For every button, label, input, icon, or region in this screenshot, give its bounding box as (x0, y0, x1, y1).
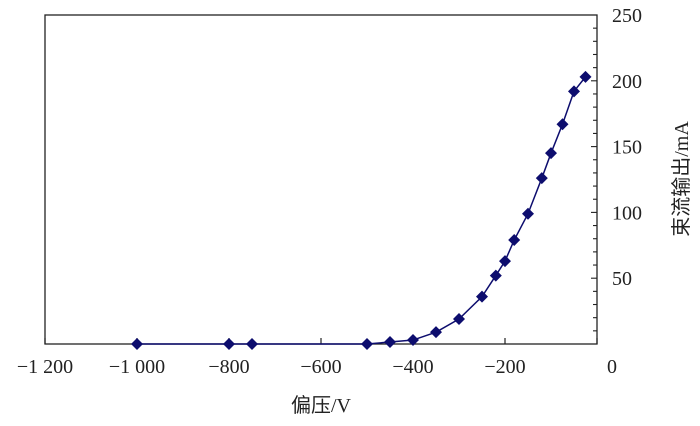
data-point (522, 207, 534, 220)
data-point (508, 234, 521, 247)
y-tick-label: 150 (612, 137, 642, 159)
x-tick-label: −800 (208, 356, 249, 378)
x-axis-label: 偏压/V (291, 394, 352, 417)
data-point (384, 336, 396, 349)
data-point (407, 334, 419, 347)
data-point (361, 338, 373, 350)
y-tick-label: 200 (612, 71, 642, 93)
data-point (430, 326, 442, 339)
data-point (535, 172, 548, 185)
data-point (499, 255, 511, 268)
y-axis-label: 束流输出/mA (670, 121, 693, 237)
data-point (246, 338, 258, 350)
data-point (453, 312, 465, 325)
data-point (223, 338, 235, 350)
x-tick-label: −1 200 (17, 356, 73, 378)
plot-frame (44, 14, 598, 345)
x-tick-label: −1 000 (109, 356, 165, 378)
data-point (556, 118, 569, 131)
y-tick-label: 100 (612, 202, 642, 224)
data-point (579, 70, 592, 83)
x-tick-label: −200 (484, 356, 525, 378)
x-tick-label: −600 (300, 356, 341, 378)
data-point (568, 85, 580, 98)
data-point (131, 338, 143, 350)
data-point (476, 290, 488, 303)
y-tick-label: 50 (612, 268, 632, 290)
x-tick-label: 0 (607, 356, 617, 378)
data-point (489, 269, 502, 282)
data-point (545, 147, 557, 160)
x-tick-label: −400 (392, 356, 433, 378)
series-line (137, 76, 587, 345)
y-tick-label: 250 (612, 5, 642, 27)
